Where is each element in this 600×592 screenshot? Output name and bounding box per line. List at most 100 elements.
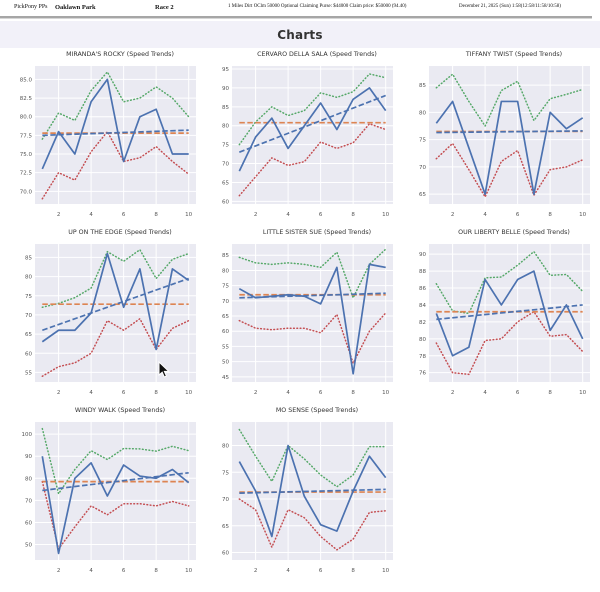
y-tick-label: 55 [222,344,229,350]
x-tick-label: 8 [351,212,355,218]
y-tick-label: 70 [222,299,229,305]
y-tick-label: 75 [222,143,229,149]
y-tick-label: 76 [419,371,426,377]
chart-title: UP ON THE EDGE (Speed Trends) [68,229,172,236]
y-tick-label: 90 [419,252,426,258]
track-name: Oaklawn Park [55,4,96,11]
chart-canvas: 2 4 6 8 10 45 50 55 60 65 70 75 80 85 [205,240,396,400]
y-tick-label: 77.5 [20,133,33,139]
charts-grid: MIRANDA'S ROCKY (Speed Trends) 2 4 6 8 10 70.… [8,50,600,584]
header-divider [0,16,592,19]
chart-our-liberty-belle: OUR LIBERTY BELLE (Speed Trends) 2 4 6 8 10 7… [402,228,599,406]
y-tick-label: 55 [25,370,32,376]
chart-tiffany-twist: TIFFANY TWIST (Speed Trends) 2 4 6 8 10 65 70 7… [402,50,599,228]
header-bar: PickPony PPs Oaklawn Park Race 2 1 Miles… [0,0,600,16]
x-tick-label: 10 [382,568,389,574]
y-tick-label: 70 [419,165,426,171]
y-tick-label: 60 [222,551,229,557]
x-tick-label: 10 [382,390,389,396]
series-speed [435,270,584,357]
x-tick-label: 8 [154,568,158,574]
y-tick-label: 65 [222,314,229,320]
x-tick-label: 2 [451,390,455,396]
x-tick-label: 10 [579,390,586,396]
series-upper-band [41,249,190,308]
race-datetime: December 21, 2025 (Sun) 1:58(12:58/11:58… [459,4,561,9]
y-tick-label: 80 [419,110,426,116]
y-tick-label: 70 [25,313,32,319]
x-tick-label: 2 [57,390,61,396]
series-upper-band [238,248,387,299]
series-trend [239,488,386,494]
x-tick-label: 2 [57,212,61,218]
x-tick-label: 6 [319,390,323,396]
chart-canvas: 2 4 6 8 10 60 65 70 75 80 [205,418,396,578]
y-tick-label: 85.0 [20,77,33,83]
y-tick-label: 85 [222,253,229,259]
chart-little-sister-sue: LITTLE SISTER SUE (Speed Trends) 2 4 6 8 10 4… [205,228,402,406]
y-tick-label: 70 [25,498,32,504]
series-trend [42,277,189,332]
y-tick-label: 60 [222,199,229,205]
chart-plot: 2 4 6 8 10 65 70 75 80 85 [419,66,590,218]
y-tick-label: 100 [22,432,33,438]
race-label: Race 2 [155,4,174,11]
series-lower-band [435,310,584,376]
chart-canvas: 2 4 6 8 10 55 60 65 70 75 80 85 [8,240,199,400]
title-band: Charts [0,21,600,48]
y-tick-label: 75 [222,284,229,290]
y-tick-label: 80 [222,268,229,274]
series-trend [436,304,583,321]
y-tick-label: 65 [222,524,229,530]
series-trend [239,94,386,153]
series-speed [41,78,189,170]
y-tick-label: 60 [222,329,229,335]
y-tick-label: 90 [25,454,32,460]
x-tick-label: 10 [185,390,192,396]
series-upper-band [238,73,387,146]
y-tick-label: 70 [222,162,229,168]
y-tick-label: 80.0 [20,115,33,121]
x-tick-label: 4 [483,212,487,218]
chart-canvas: 2 4 6 8 10 60 65 70 75 80 85 90 95 [205,62,396,222]
series-speed [435,100,584,196]
chart-plot: 2 4 6 8 10 55 60 65 70 75 80 85 [25,244,196,396]
x-tick-label: 6 [319,568,323,574]
x-tick-label: 4 [286,390,290,396]
series-lower-band [238,312,387,364]
x-tick-label: 10 [579,212,586,218]
y-tick-label: 85 [419,83,426,89]
y-tick-label: 86 [419,286,426,292]
empty-cell [402,406,599,584]
x-tick-label: 8 [548,212,552,218]
series-upper-band [41,71,190,140]
race-conditions: 1 Miles Dirt OClm 50000 Optional Claimin… [228,4,407,9]
x-tick-label: 4 [89,212,93,218]
x-tick-label: 2 [57,568,61,574]
x-tick-label: 4 [286,212,290,218]
y-tick-label: 85 [25,255,32,261]
x-tick-label: 8 [351,568,355,574]
y-tick-label: 84 [419,303,426,309]
x-tick-label: 4 [286,568,290,574]
chart-title: LITTLE SISTER SUE (Speed Trends) [262,229,372,236]
y-tick-label: 50 [25,543,32,549]
page-title: Charts [277,27,323,42]
y-tick-label: 75 [419,138,426,144]
y-tick-label: 80 [222,444,229,450]
series-speed [238,263,386,375]
y-tick-label: 82.5 [20,96,33,102]
series-trend [436,130,583,134]
chart-canvas: 2 4 6 8 10 76 78 80 82 84 86 88 90 [402,240,593,400]
chart-plot: 2 4 6 8 10 60 65 70 75 80 85 90 95 [222,66,393,218]
series-lower-band [238,123,387,197]
y-tick-label: 90 [222,86,229,92]
x-tick-label: 8 [548,390,552,396]
series-speed [238,444,387,538]
series-speed [41,456,190,555]
y-tick-label: 88 [419,269,426,275]
y-tick-label: 78 [419,354,426,360]
y-tick-label: 70 [222,497,229,503]
chart-plot: 2 4 6 8 10 60 65 70 75 80 [222,422,393,574]
chart-plot: 2 4 6 8 10 45 50 55 60 65 70 75 80 85 [222,244,393,396]
